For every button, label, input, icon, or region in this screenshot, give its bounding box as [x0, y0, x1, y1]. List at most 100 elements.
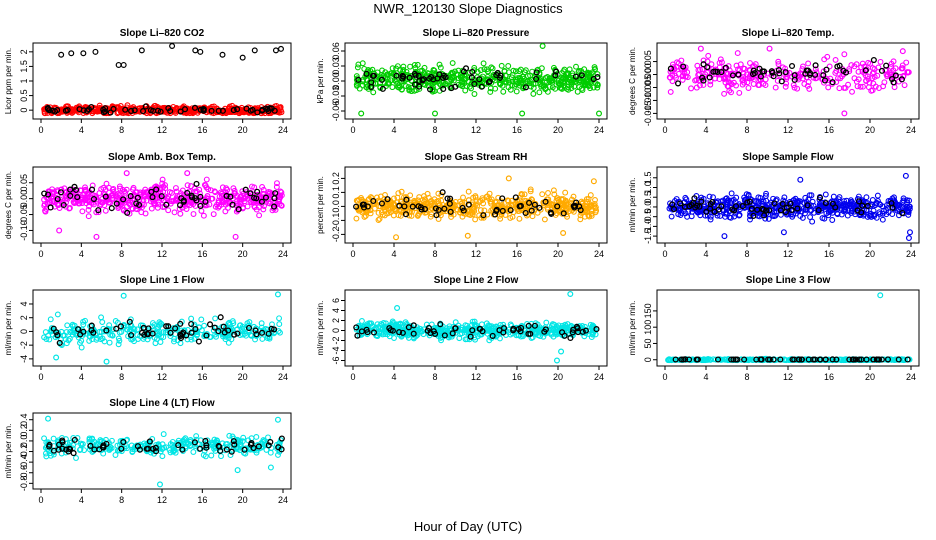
data-point-black — [704, 64, 711, 71]
data-point-black — [672, 356, 679, 363]
data-point — [826, 63, 833, 70]
data-points — [665, 292, 913, 364]
data-point — [81, 196, 88, 203]
data-point-black — [467, 333, 474, 340]
data-point — [805, 196, 812, 203]
data-point-black — [812, 71, 819, 78]
data-point — [157, 320, 164, 327]
data-point — [740, 73, 747, 80]
data-point — [116, 192, 123, 199]
y-tick-label: 4 — [331, 308, 341, 313]
outlier-point — [553, 357, 560, 364]
data-point — [438, 337, 445, 344]
data-point — [545, 190, 551, 196]
data-point-black — [253, 195, 260, 202]
data-point — [395, 212, 402, 219]
data-point-black — [730, 207, 738, 214]
data-point — [156, 319, 163, 326]
data-point-black — [47, 204, 54, 211]
data-point-black — [561, 332, 568, 339]
data-point-black — [677, 200, 684, 207]
y-tick-label: 0.5 — [19, 89, 29, 102]
data-point — [395, 190, 402, 197]
x-tick-label: 20 — [553, 249, 563, 259]
outlier-point — [239, 54, 246, 61]
outlier-point — [80, 50, 87, 57]
data-point — [800, 63, 806, 70]
data-point — [85, 189, 92, 196]
y-tick-label: 2 — [19, 315, 29, 320]
data-point — [739, 77, 746, 84]
data-point-black — [191, 104, 199, 111]
data-point — [118, 109, 125, 116]
data-point-black — [379, 85, 386, 92]
data-point — [906, 197, 913, 204]
data-point-black — [163, 201, 170, 208]
outlier-point — [519, 110, 526, 117]
data-point-black — [145, 331, 152, 338]
data-point — [546, 77, 553, 84]
y-axis-label: Licor ppm per min. — [4, 48, 13, 114]
data-point-black — [167, 329, 174, 336]
data-point — [450, 73, 457, 80]
x-tick-label: 8 — [744, 249, 749, 259]
outlier-point — [464, 232, 471, 239]
data-point-black — [258, 198, 265, 205]
data-point — [473, 322, 480, 329]
y-axis-label: ml/min per min. — [628, 301, 637, 356]
data-point — [241, 330, 248, 337]
data-point-black — [734, 356, 741, 363]
data-point — [746, 75, 753, 82]
data-point — [594, 71, 601, 78]
data-point — [561, 82, 567, 89]
outlier-point — [590, 178, 597, 185]
data-point — [722, 79, 729, 86]
data-point — [101, 338, 108, 345]
data-point-black — [822, 356, 829, 363]
data-point — [736, 89, 743, 96]
data-point-black — [416, 83, 423, 90]
data-point-black — [399, 329, 406, 336]
data-point — [588, 213, 595, 219]
data-point-black — [858, 209, 865, 216]
x-tick-label: 16 — [824, 372, 834, 382]
outlier-point — [906, 229, 913, 236]
data-point-black — [478, 83, 485, 90]
data-point — [116, 329, 123, 336]
data-point — [505, 77, 512, 84]
data-point-black — [788, 62, 796, 70]
data-point — [72, 106, 79, 113]
data-point — [487, 88, 494, 95]
data-point — [376, 215, 383, 222]
y-tick-label: 0.06 — [331, 42, 341, 60]
data-point — [54, 311, 61, 318]
data-point — [277, 194, 284, 201]
data-point — [521, 191, 528, 198]
data-point-black — [863, 356, 870, 363]
data-point-black — [776, 70, 783, 77]
data-point — [58, 186, 65, 193]
data-point — [123, 437, 130, 444]
data-point — [172, 197, 179, 204]
data-point — [99, 199, 106, 206]
data-point-black — [694, 356, 702, 363]
data-point — [692, 77, 699, 84]
data-point-black — [220, 323, 227, 330]
data-point — [812, 66, 819, 73]
y-tick-label: 0 — [19, 108, 29, 113]
data-point-black — [548, 210, 555, 217]
data-point — [228, 336, 235, 343]
y-tick-label: 0.00 — [331, 72, 341, 90]
data-point — [79, 208, 86, 215]
data-point-black — [147, 107, 154, 114]
data-point — [457, 331, 464, 338]
data-point-black — [358, 328, 365, 335]
x-tick-label: 4 — [703, 125, 708, 135]
y-tick-label: 150 — [643, 303, 653, 318]
data-point-black — [765, 356, 772, 363]
data-point — [894, 201, 901, 208]
data-point — [843, 197, 850, 204]
data-point — [171, 209, 178, 216]
data-point-black — [686, 203, 693, 210]
data-point-black — [763, 207, 770, 214]
